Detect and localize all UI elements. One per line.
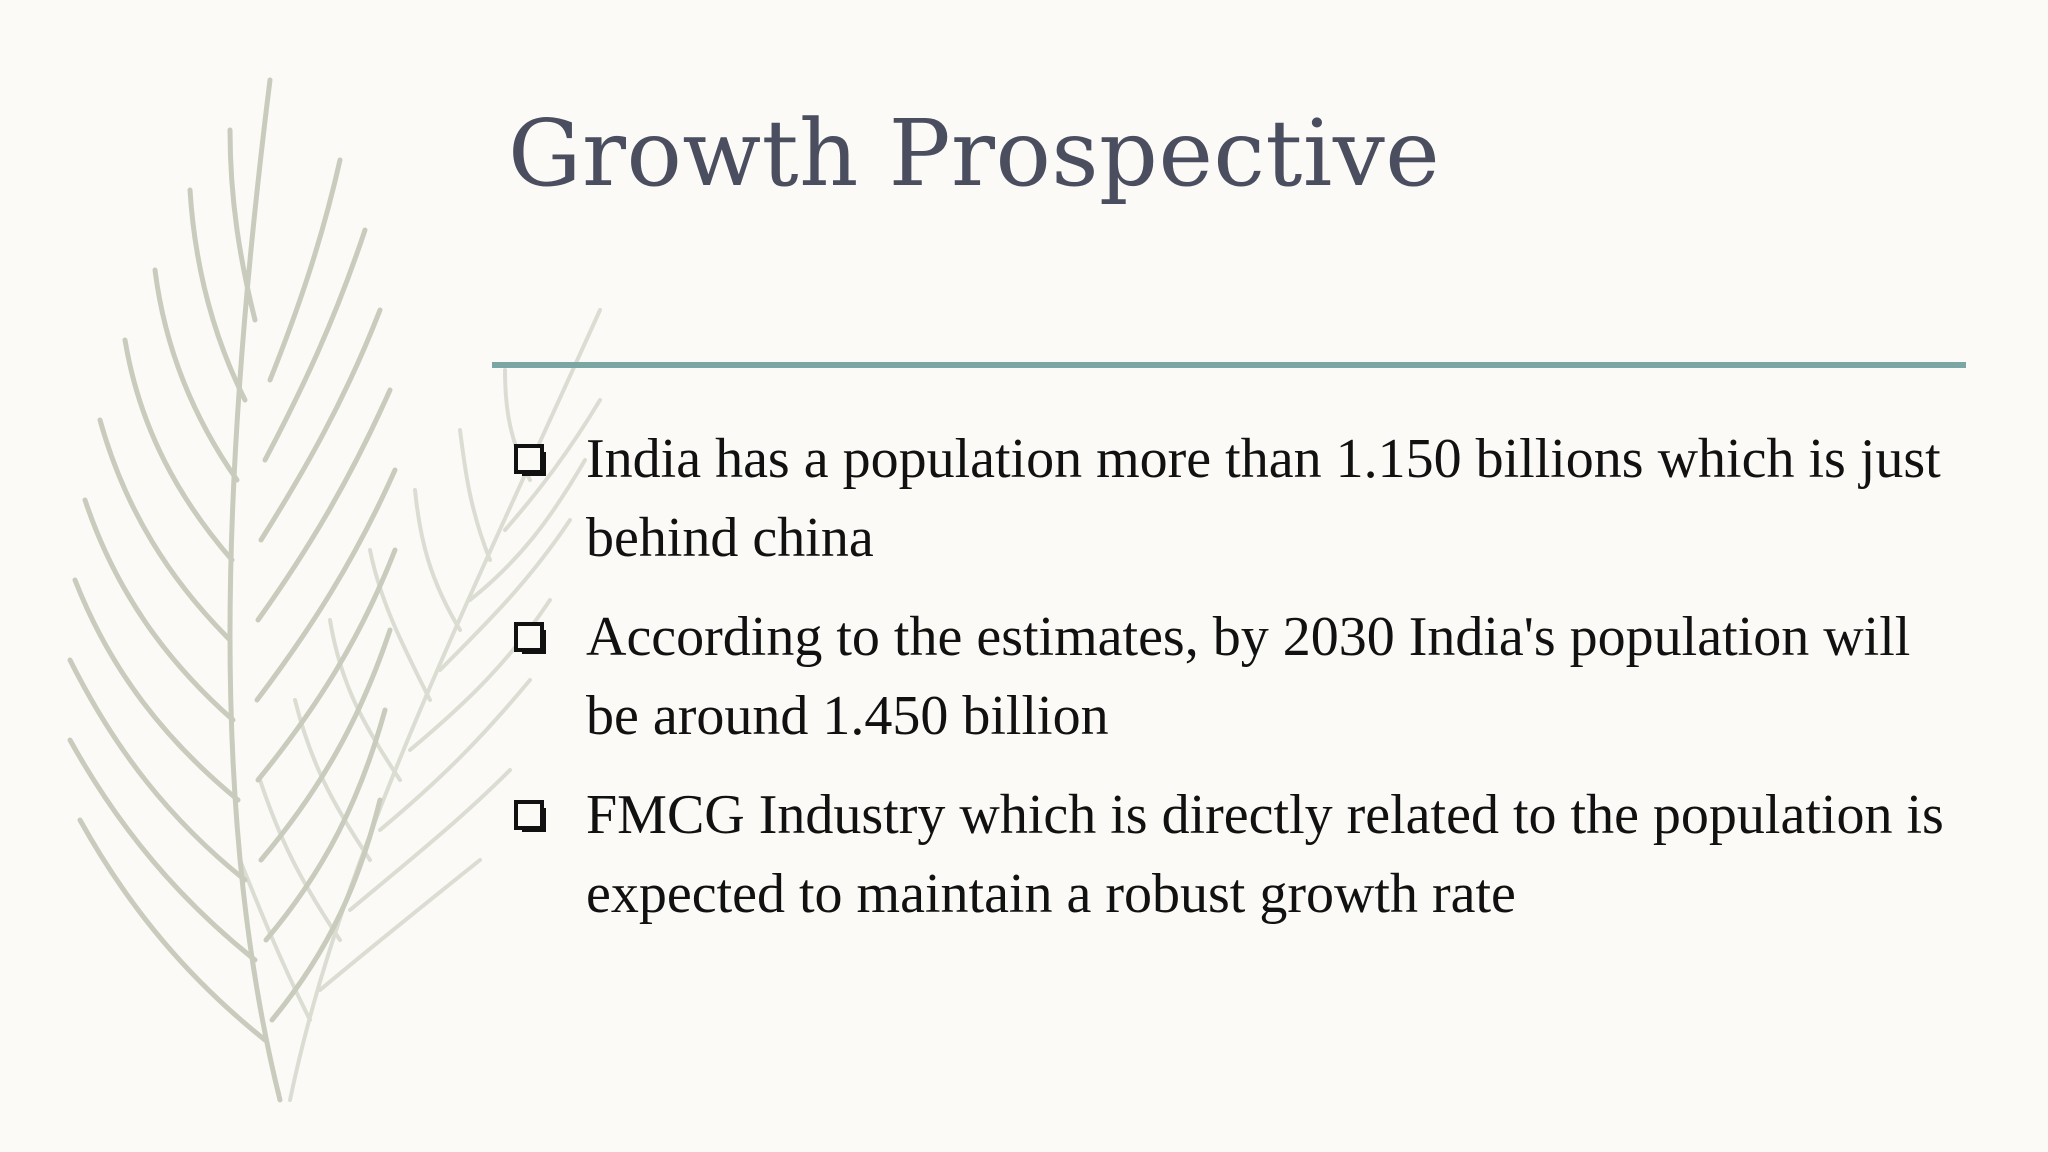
- bullet-item: According to the estimates, by 2030 Indi…: [508, 598, 1948, 756]
- bullet-list: India has a population more than 1.150 b…: [508, 420, 1948, 954]
- bullet-item: India has a population more than 1.150 b…: [508, 420, 1948, 578]
- slide-title: Growth Prospective: [508, 100, 1441, 207]
- title-divider: [492, 362, 1966, 368]
- hollow-square-bullet-icon: [514, 622, 546, 654]
- feather-front: [67, 77, 398, 1103]
- bullet-text: India has a population more than 1.150 b…: [586, 428, 1941, 569]
- feather-illustration: [67, 77, 602, 1103]
- bullet-text: FMCG Industry which is directly related …: [586, 784, 1944, 925]
- bullet-item: FMCG Industry which is directly related …: [508, 776, 1948, 934]
- feather-back: [238, 308, 602, 1102]
- hollow-square-bullet-icon: [514, 800, 546, 832]
- hollow-square-bullet-icon: [514, 444, 546, 476]
- bullet-text: According to the estimates, by 2030 Indi…: [586, 606, 1911, 747]
